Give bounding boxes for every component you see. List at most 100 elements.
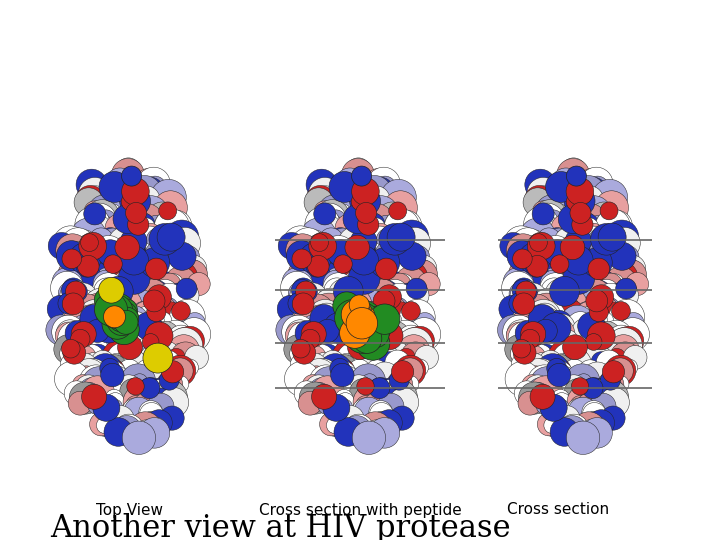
Circle shape [114,348,147,380]
Circle shape [308,300,343,334]
Circle shape [140,411,162,433]
Circle shape [94,293,112,311]
Circle shape [513,249,532,268]
Circle shape [307,292,325,309]
Circle shape [290,355,307,372]
Circle shape [569,193,600,224]
Circle shape [292,261,320,288]
Circle shape [56,241,86,271]
Circle shape [70,294,104,328]
Circle shape [68,245,90,267]
Circle shape [332,198,361,227]
Circle shape [552,389,570,407]
Circle shape [75,207,110,242]
Circle shape [582,402,606,427]
Circle shape [342,302,379,339]
Circle shape [529,203,565,239]
Circle shape [155,211,185,241]
Circle shape [68,392,92,415]
Circle shape [147,393,174,420]
Circle shape [74,219,102,247]
Circle shape [530,333,556,359]
Circle shape [566,178,594,205]
Circle shape [575,278,606,310]
Circle shape [93,273,125,305]
Circle shape [377,285,402,309]
Circle shape [577,213,598,235]
Circle shape [75,306,105,336]
Circle shape [304,265,323,283]
Circle shape [370,343,387,360]
Circle shape [343,270,372,299]
Circle shape [403,270,427,294]
Circle shape [351,274,372,295]
Circle shape [333,355,356,378]
Circle shape [119,276,143,301]
Circle shape [54,335,84,364]
Circle shape [122,274,142,295]
Circle shape [510,343,532,364]
Circle shape [108,259,125,275]
Circle shape [568,239,589,260]
Circle shape [608,227,640,259]
Circle shape [107,406,135,434]
Circle shape [539,350,562,374]
Circle shape [55,234,89,267]
Circle shape [546,244,569,267]
Circle shape [609,343,631,366]
Circle shape [537,301,565,329]
Circle shape [305,207,340,242]
Circle shape [139,377,160,399]
Circle shape [70,268,94,293]
Circle shape [508,260,537,289]
Circle shape [125,274,149,298]
Circle shape [349,246,379,275]
Circle shape [147,215,164,233]
Circle shape [91,291,110,310]
Circle shape [397,325,426,353]
Circle shape [548,359,571,382]
Circle shape [536,245,561,270]
Circle shape [350,186,380,217]
Circle shape [329,361,356,388]
Circle shape [107,393,125,411]
Circle shape [407,260,438,291]
Circle shape [168,242,196,271]
Circle shape [336,341,357,362]
Circle shape [103,355,126,378]
Circle shape [165,355,196,386]
Circle shape [117,335,143,360]
Circle shape [74,366,99,390]
Circle shape [291,228,325,262]
Circle shape [605,355,636,386]
Circle shape [320,245,351,275]
Circle shape [365,275,393,303]
Circle shape [549,276,580,306]
Circle shape [333,179,365,210]
Circle shape [364,306,389,330]
Circle shape [303,220,324,242]
Circle shape [609,334,629,354]
Circle shape [120,186,150,217]
Circle shape [520,284,543,307]
Circle shape [364,420,389,444]
Circle shape [79,345,104,369]
Circle shape [319,245,343,270]
Circle shape [512,339,531,358]
Circle shape [400,299,435,335]
Circle shape [153,243,186,276]
Circle shape [526,382,550,408]
Circle shape [582,223,605,246]
Circle shape [507,320,535,348]
Circle shape [89,180,113,205]
Circle shape [537,413,561,436]
Circle shape [518,242,550,274]
Circle shape [102,198,131,227]
Circle shape [84,203,106,225]
Circle shape [116,158,141,183]
Circle shape [76,256,97,277]
Circle shape [601,320,632,351]
Circle shape [365,360,388,383]
Circle shape [367,167,400,200]
Circle shape [288,293,310,314]
